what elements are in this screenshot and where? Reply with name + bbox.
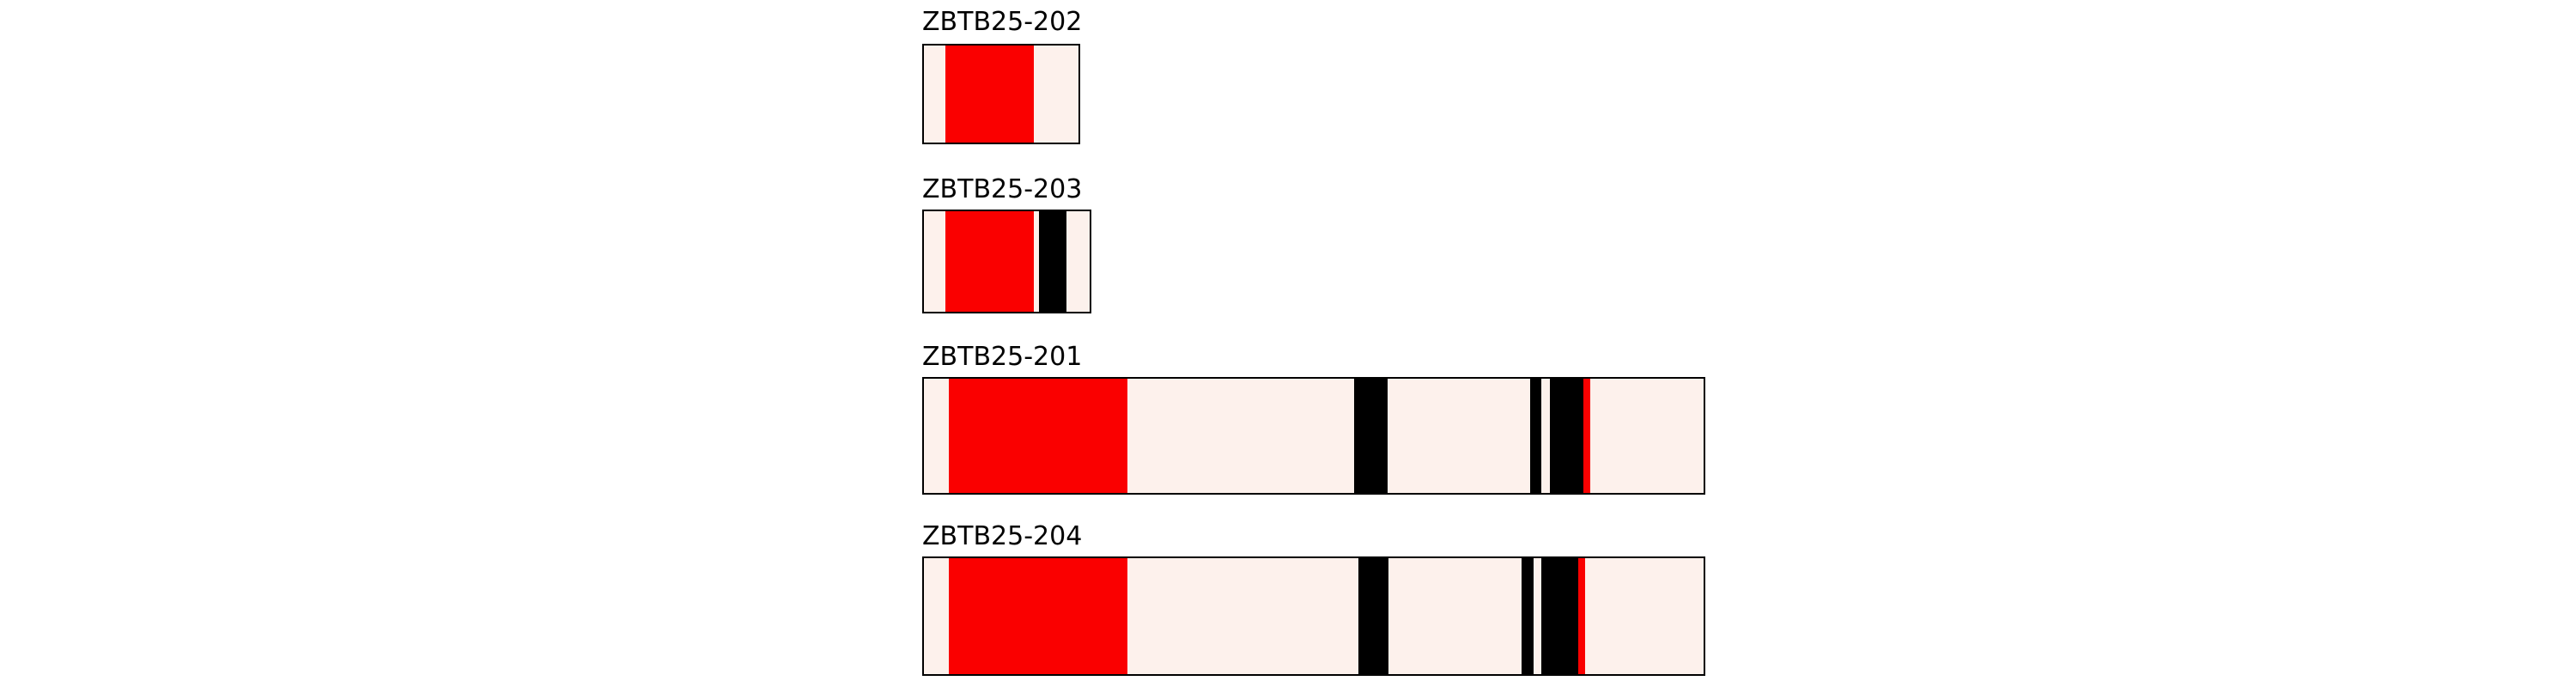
transcript-track xyxy=(922,377,1705,495)
transcript-label: ZBTB25-203 xyxy=(922,174,1083,204)
segment-black xyxy=(1522,558,1534,674)
segment-black xyxy=(1038,211,1067,312)
segment-black xyxy=(1541,558,1578,674)
transcript-label: ZBTB25-202 xyxy=(922,7,1083,37)
transcript-label: ZBTB25-201 xyxy=(922,342,1083,372)
transcript-label: ZBTB25-204 xyxy=(922,521,1083,551)
segment-red xyxy=(1583,379,1591,493)
transcript-track xyxy=(922,210,1091,313)
segment-red xyxy=(949,379,1127,493)
segment-red xyxy=(945,211,1035,312)
segment-black xyxy=(1358,558,1389,674)
segment-black xyxy=(1550,379,1584,493)
segment-black xyxy=(1529,379,1542,493)
segment-red xyxy=(945,46,1035,143)
segment-red xyxy=(1577,558,1585,674)
segment-black xyxy=(1354,379,1388,493)
transcript-track xyxy=(922,556,1705,676)
transcript-track xyxy=(922,44,1080,144)
segment-red xyxy=(949,558,1127,674)
